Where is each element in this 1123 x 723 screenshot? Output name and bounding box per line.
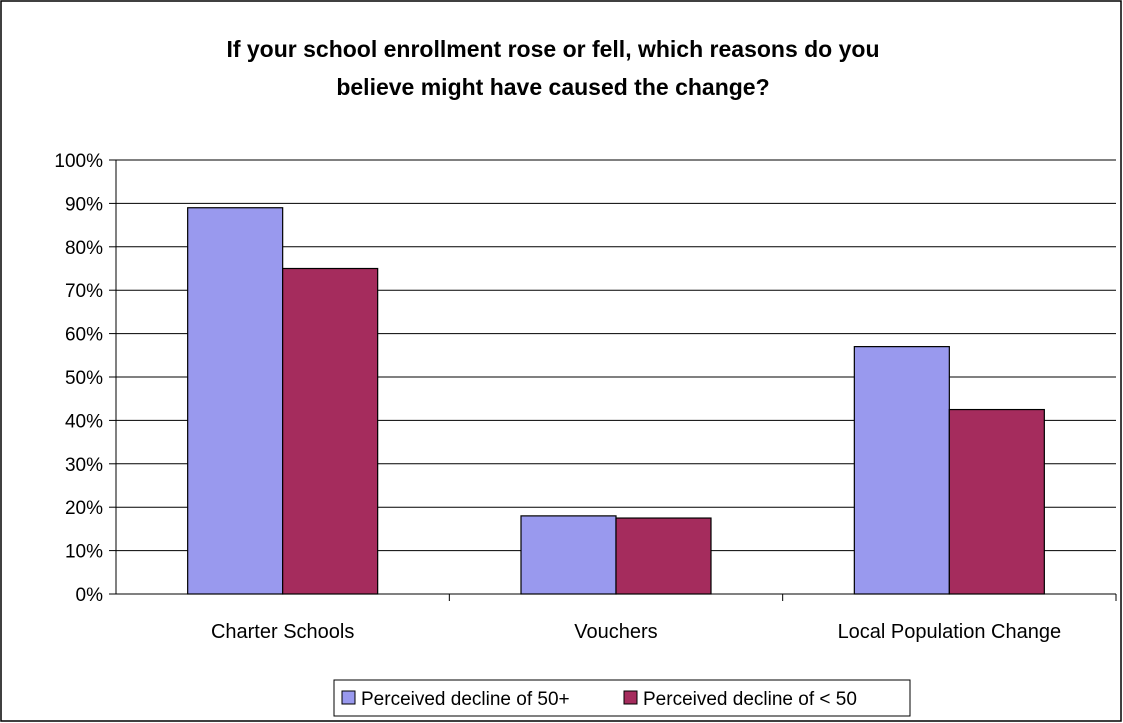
bar-decline-under-50 bbox=[948, 408, 1045, 595]
bar-decline-50-plus bbox=[520, 515, 617, 595]
y-tick-label: 70% bbox=[65, 281, 103, 302]
axes: 0% 10% 20% 30% 40% 50% 60% 70% 80% 90% 100% Charter… bbox=[54, 151, 1117, 643]
y-tick-label: 100% bbox=[54, 151, 103, 172]
y-tick-label: 0% bbox=[76, 585, 104, 606]
y-tick-label: 60% bbox=[65, 325, 103, 346]
x-category-label: Charter Schools bbox=[211, 621, 354, 643]
bar-decline-under-50 bbox=[282, 267, 379, 595]
y-tick-label: 80% bbox=[65, 238, 103, 259]
bar-decline-50-plus bbox=[853, 346, 950, 595]
x-category-label: Vouchers bbox=[574, 621, 657, 643]
y-tick-label: 40% bbox=[65, 411, 103, 432]
legend-box bbox=[333, 679, 911, 717]
chart-title-line-2: believe might have caused the change? bbox=[336, 74, 769, 100]
legend-swatch bbox=[623, 690, 638, 705]
bar-decline-50-plus bbox=[187, 207, 284, 595]
y-tick-label: 30% bbox=[65, 455, 103, 476]
legend-label: Perceived decline of 50+ bbox=[361, 689, 570, 710]
x-category-label: Local Population Change bbox=[838, 621, 1062, 643]
y-tick-label: 90% bbox=[65, 194, 103, 215]
y-tick-label: 10% bbox=[65, 542, 103, 563]
y-tick-label: 20% bbox=[65, 498, 103, 519]
chart-title-line-1: If your school enrollment rose or fell, … bbox=[226, 36, 879, 62]
legend: Perceived decline of 50+ Perceived declin… bbox=[333, 679, 911, 717]
legend-swatch bbox=[341, 690, 356, 705]
y-tick-label: 50% bbox=[65, 368, 103, 389]
bar-decline-under-50 bbox=[615, 517, 712, 595]
legend-label: Perceived decline of < 50 bbox=[643, 689, 857, 710]
